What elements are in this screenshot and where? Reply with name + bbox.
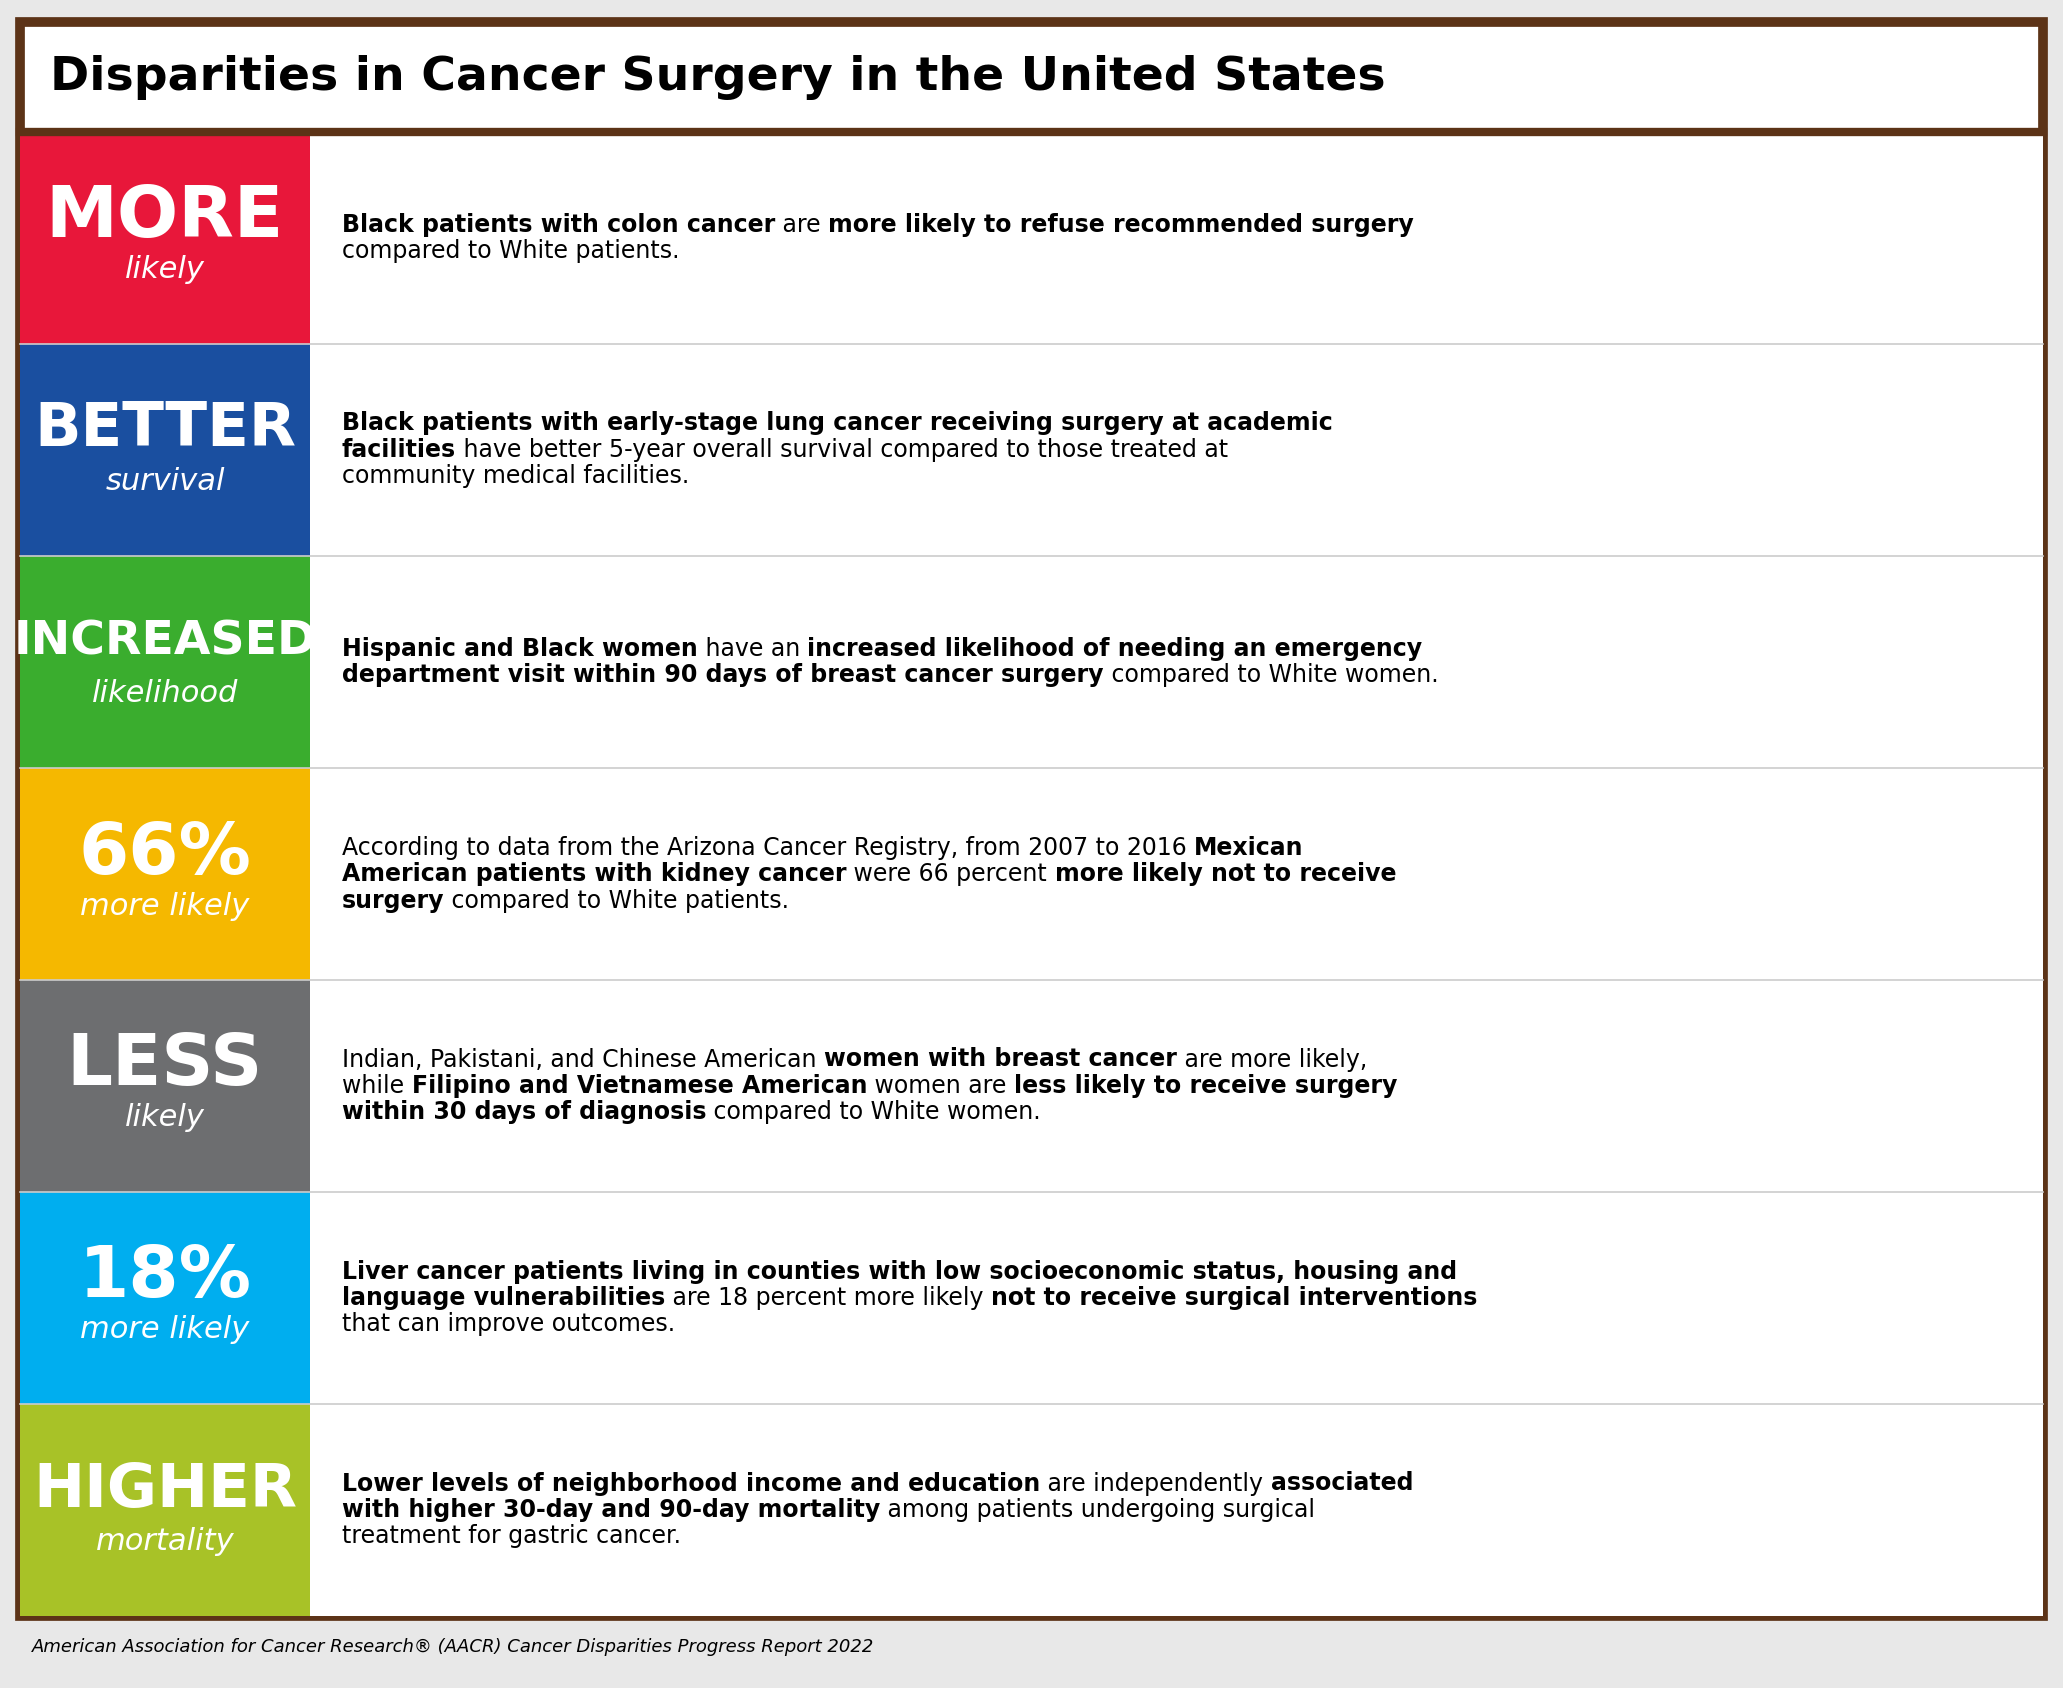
Text: LESS: LESS xyxy=(66,1031,264,1101)
Text: are: are xyxy=(776,213,829,236)
Text: were 66 percent: were 66 percent xyxy=(846,863,1054,886)
Text: compared to White patients.: compared to White patients. xyxy=(342,240,679,263)
Text: likely: likely xyxy=(126,255,204,285)
Text: compared to White women.: compared to White women. xyxy=(706,1101,1042,1124)
Text: have better 5-year overall survival compared to those treated at: have better 5-year overall survival comp… xyxy=(456,437,1227,463)
Text: Black patients with colon cancer: Black patients with colon cancer xyxy=(342,213,776,236)
Text: survival: survival xyxy=(105,468,225,496)
Text: increased likelihood of needing an emergency: increased likelihood of needing an emerg… xyxy=(807,636,1423,660)
Text: are 18 percent more likely: are 18 percent more likely xyxy=(664,1286,990,1310)
Text: more likely not to receive: more likely not to receive xyxy=(1054,863,1397,886)
Text: facilities: facilities xyxy=(342,437,456,463)
Text: American patients with kidney cancer: American patients with kidney cancer xyxy=(342,863,846,886)
Text: less likely to receive surgery: less likely to receive surgery xyxy=(1015,1074,1397,1097)
Bar xyxy=(309,1404,2042,1615)
Text: language vulnerabilities: language vulnerabilities xyxy=(342,1286,664,1310)
Text: women are: women are xyxy=(866,1074,1015,1097)
Text: Lower levels of neighborhood income and education: Lower levels of neighborhood income and … xyxy=(342,1472,1040,1496)
Text: 18%: 18% xyxy=(78,1244,252,1313)
Text: MORE: MORE xyxy=(45,184,285,253)
Text: likelihood: likelihood xyxy=(93,680,237,709)
Text: HIGHER: HIGHER xyxy=(33,1460,297,1519)
Text: Filipino and Vietnamese American: Filipino and Vietnamese American xyxy=(413,1074,866,1097)
Text: associated: associated xyxy=(1271,1472,1413,1496)
Bar xyxy=(309,768,2042,981)
Text: According to data from the Arizona Cancer Registry, from 2007 to 2016: According to data from the Arizona Cance… xyxy=(342,836,1194,859)
Text: American Association for Cancer Research® (AACR) Cancer Disparities Progress Rep: American Association for Cancer Research… xyxy=(33,1637,875,1656)
Text: surgery: surgery xyxy=(342,888,444,913)
Bar xyxy=(309,1192,2042,1404)
Text: INCREASED: INCREASED xyxy=(12,619,316,665)
Text: women with breast cancer: women with breast cancer xyxy=(823,1048,1176,1072)
Text: within 30 days of diagnosis: within 30 days of diagnosis xyxy=(342,1101,706,1124)
Bar xyxy=(309,132,2042,344)
Text: among patients undergoing surgical: among patients undergoing surgical xyxy=(881,1497,1316,1523)
Text: have an: have an xyxy=(697,636,807,660)
Text: with higher 30-day and 90-day mortality: with higher 30-day and 90-day mortality xyxy=(342,1497,881,1523)
Bar xyxy=(309,555,2042,768)
Text: likely: likely xyxy=(126,1104,204,1133)
Text: not to receive surgical interventions: not to receive surgical interventions xyxy=(990,1286,1477,1310)
Text: are more likely,: are more likely, xyxy=(1176,1048,1368,1072)
Text: Disparities in Cancer Surgery in the United States: Disparities in Cancer Surgery in the Uni… xyxy=(50,54,1386,100)
Text: compared to White patients.: compared to White patients. xyxy=(444,888,790,913)
Text: Hispanic and Black women: Hispanic and Black women xyxy=(342,636,697,660)
Text: 66%: 66% xyxy=(78,819,252,888)
Text: BETTER: BETTER xyxy=(33,400,295,459)
Text: more likely to refuse recommended surgery: more likely to refuse recommended surger… xyxy=(829,213,1413,236)
Bar xyxy=(21,981,309,1192)
Bar xyxy=(21,1404,309,1615)
Text: department visit within 90 days of breast cancer surgery: department visit within 90 days of breas… xyxy=(342,663,1104,687)
Bar xyxy=(21,555,309,768)
Text: while: while xyxy=(342,1074,413,1097)
Text: community medical facilities.: community medical facilities. xyxy=(342,464,689,488)
Bar xyxy=(21,768,309,981)
Text: Indian, Pakistani, and Chinese American: Indian, Pakistani, and Chinese American xyxy=(342,1048,823,1072)
Text: mortality: mortality xyxy=(95,1528,235,1556)
Text: Liver cancer patients living in counties with low socioeconomic status, housing : Liver cancer patients living in counties… xyxy=(342,1259,1456,1283)
Bar xyxy=(21,344,309,555)
Bar xyxy=(21,1192,309,1404)
Bar xyxy=(21,132,309,344)
Text: Mexican: Mexican xyxy=(1194,836,1304,859)
Text: Black patients with early-stage lung cancer receiving surgery at academic: Black patients with early-stage lung can… xyxy=(342,412,1333,436)
Text: treatment for gastric cancer.: treatment for gastric cancer. xyxy=(342,1524,681,1548)
Text: more likely: more likely xyxy=(80,1315,250,1345)
Text: that can improve outcomes.: that can improve outcomes. xyxy=(342,1313,675,1337)
Text: are independently: are independently xyxy=(1040,1472,1271,1496)
Text: compared to White women.: compared to White women. xyxy=(1104,663,1438,687)
Text: more likely: more likely xyxy=(80,891,250,920)
Bar xyxy=(309,344,2042,555)
Bar xyxy=(309,981,2042,1192)
